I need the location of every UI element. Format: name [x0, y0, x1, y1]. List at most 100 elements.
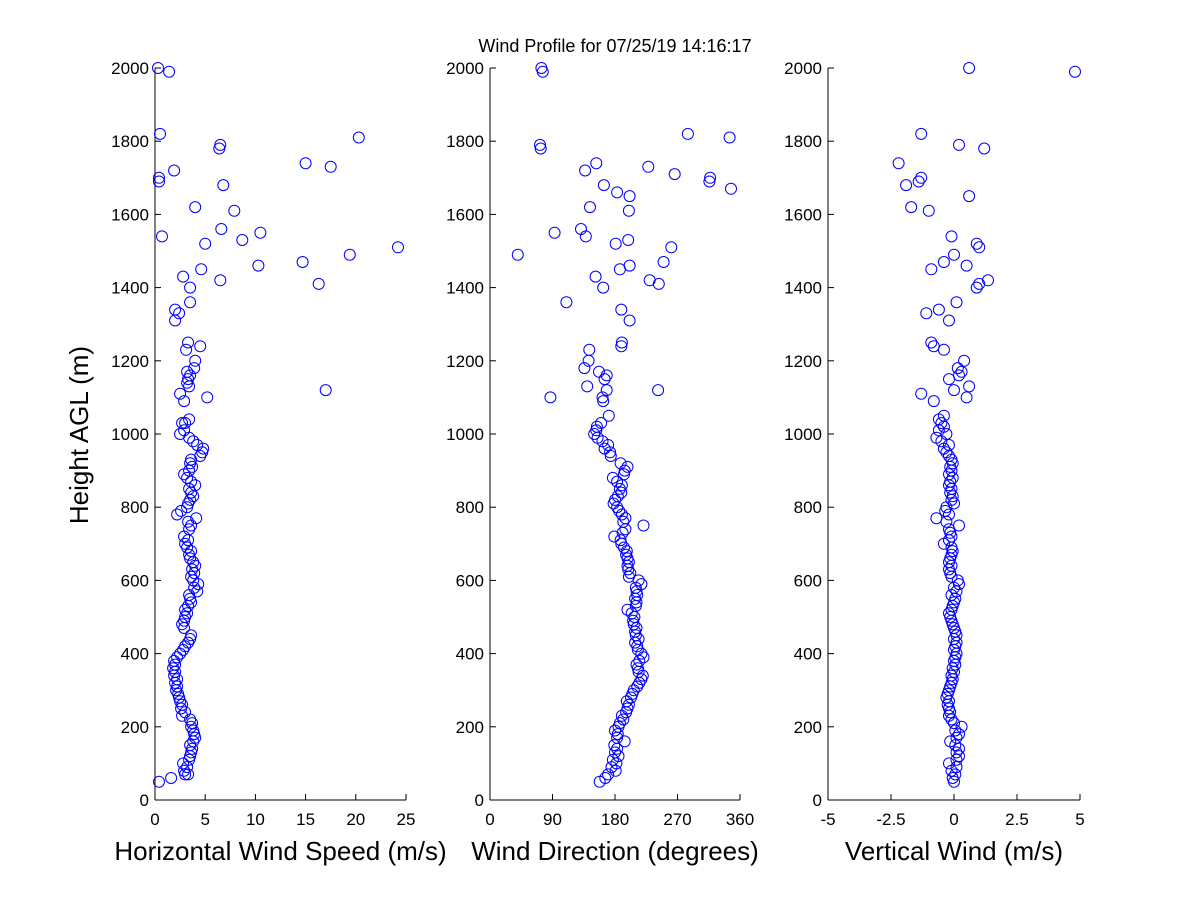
- data-point: [579, 164, 592, 177]
- x-tick-label: 10: [246, 810, 265, 829]
- data-point: [620, 548, 633, 561]
- data-point: [953, 750, 965, 763]
- data-point: [915, 171, 928, 184]
- data-point: [937, 409, 950, 422]
- data-point: [615, 340, 628, 353]
- data-point: [163, 65, 176, 78]
- data-point: [953, 138, 965, 151]
- data-point: [598, 442, 611, 455]
- data-point: [154, 127, 166, 140]
- data-point: [176, 417, 189, 429]
- data-point: [171, 673, 184, 686]
- data-point: [635, 578, 648, 591]
- data-point: [704, 171, 717, 184]
- data-point: [590, 157, 603, 170]
- data-point: [932, 303, 945, 316]
- data-point: [958, 354, 971, 367]
- data-point: [621, 460, 634, 473]
- data-point: [622, 698, 635, 711]
- y-tick-label: 600: [121, 571, 149, 590]
- data-point: [600, 369, 613, 382]
- data-point: [593, 365, 605, 378]
- y-tick-label: 1400: [111, 279, 149, 298]
- data-point: [534, 138, 546, 151]
- data-point: [183, 753, 196, 766]
- data-point: [635, 647, 648, 660]
- data-point: [953, 369, 965, 382]
- data-point: [950, 731, 963, 744]
- data-point: [681, 127, 694, 140]
- data-point: [617, 515, 630, 528]
- data-point: [196, 446, 209, 459]
- y-tick-label: 400: [121, 645, 149, 664]
- data-point: [188, 728, 201, 741]
- data-point: [177, 757, 190, 770]
- data-point: [178, 764, 191, 777]
- data-point: [168, 654, 181, 667]
- data-point: [153, 775, 165, 788]
- data-point: [915, 127, 928, 140]
- data-point: [152, 62, 164, 74]
- data-point: [611, 186, 624, 199]
- data-point: [943, 607, 955, 620]
- data-point: [324, 160, 337, 173]
- data-point: [900, 179, 913, 192]
- data-point: [578, 362, 591, 375]
- data-point: [602, 768, 615, 781]
- data-point: [949, 768, 962, 781]
- data-point: [946, 772, 959, 784]
- data-point: [892, 157, 905, 170]
- data-point: [181, 471, 194, 484]
- data-point: [173, 307, 186, 320]
- y-tick-label: 2000: [111, 59, 149, 78]
- data-point: [973, 241, 986, 254]
- data-point: [943, 523, 955, 536]
- data-point: [622, 204, 635, 217]
- figure-title: Wind Profile for 07/25/19 14:16:17: [478, 36, 751, 56]
- y-tick-label: 1800: [784, 132, 822, 151]
- data-point: [199, 237, 212, 250]
- y-tick-label: 600: [794, 571, 822, 590]
- data-point: [179, 603, 192, 616]
- data-point: [657, 256, 670, 268]
- y-tick-label: 800: [456, 498, 484, 517]
- data-point: [187, 435, 200, 448]
- data-point: [228, 204, 241, 217]
- data-point: [948, 384, 960, 397]
- data-point: [214, 274, 227, 287]
- data-point: [945, 453, 958, 466]
- data-point: [943, 373, 955, 386]
- data-point: [191, 439, 204, 451]
- x-tick-label: 25: [397, 810, 416, 829]
- data-point: [343, 248, 356, 261]
- data-point: [949, 724, 962, 737]
- data-point: [963, 190, 976, 203]
- data-point: [915, 387, 928, 400]
- data-point: [623, 314, 636, 327]
- data-point: [178, 614, 191, 627]
- data-point: [178, 395, 191, 408]
- y-tick-label: 400: [794, 645, 822, 664]
- data-point: [184, 739, 197, 752]
- data-point: [948, 633, 960, 645]
- data-point: [153, 175, 165, 188]
- data-point: [184, 369, 197, 382]
- data-point: [175, 504, 188, 517]
- data-point: [612, 750, 625, 763]
- data-point: [944, 735, 957, 748]
- y-tick-label: 1000: [446, 425, 484, 444]
- data-point: [615, 303, 628, 316]
- chart-panel-3: 0 200 400 600 800 1000 1200 1400 1600 1800 2000 -5 -…: [784, 59, 1085, 866]
- data-point: [575, 223, 587, 235]
- data-point: [214, 138, 227, 151]
- data-point: [179, 640, 192, 653]
- data-point: [168, 669, 181, 682]
- x-tick-label: 2.5: [1005, 810, 1029, 829]
- data-point: [189, 479, 202, 492]
- x-tick-label: 15: [296, 810, 315, 829]
- data-point: [197, 442, 210, 455]
- data-point: [622, 234, 635, 246]
- data-point: [963, 380, 976, 393]
- data-point: [970, 237, 983, 250]
- data-point: [925, 263, 938, 276]
